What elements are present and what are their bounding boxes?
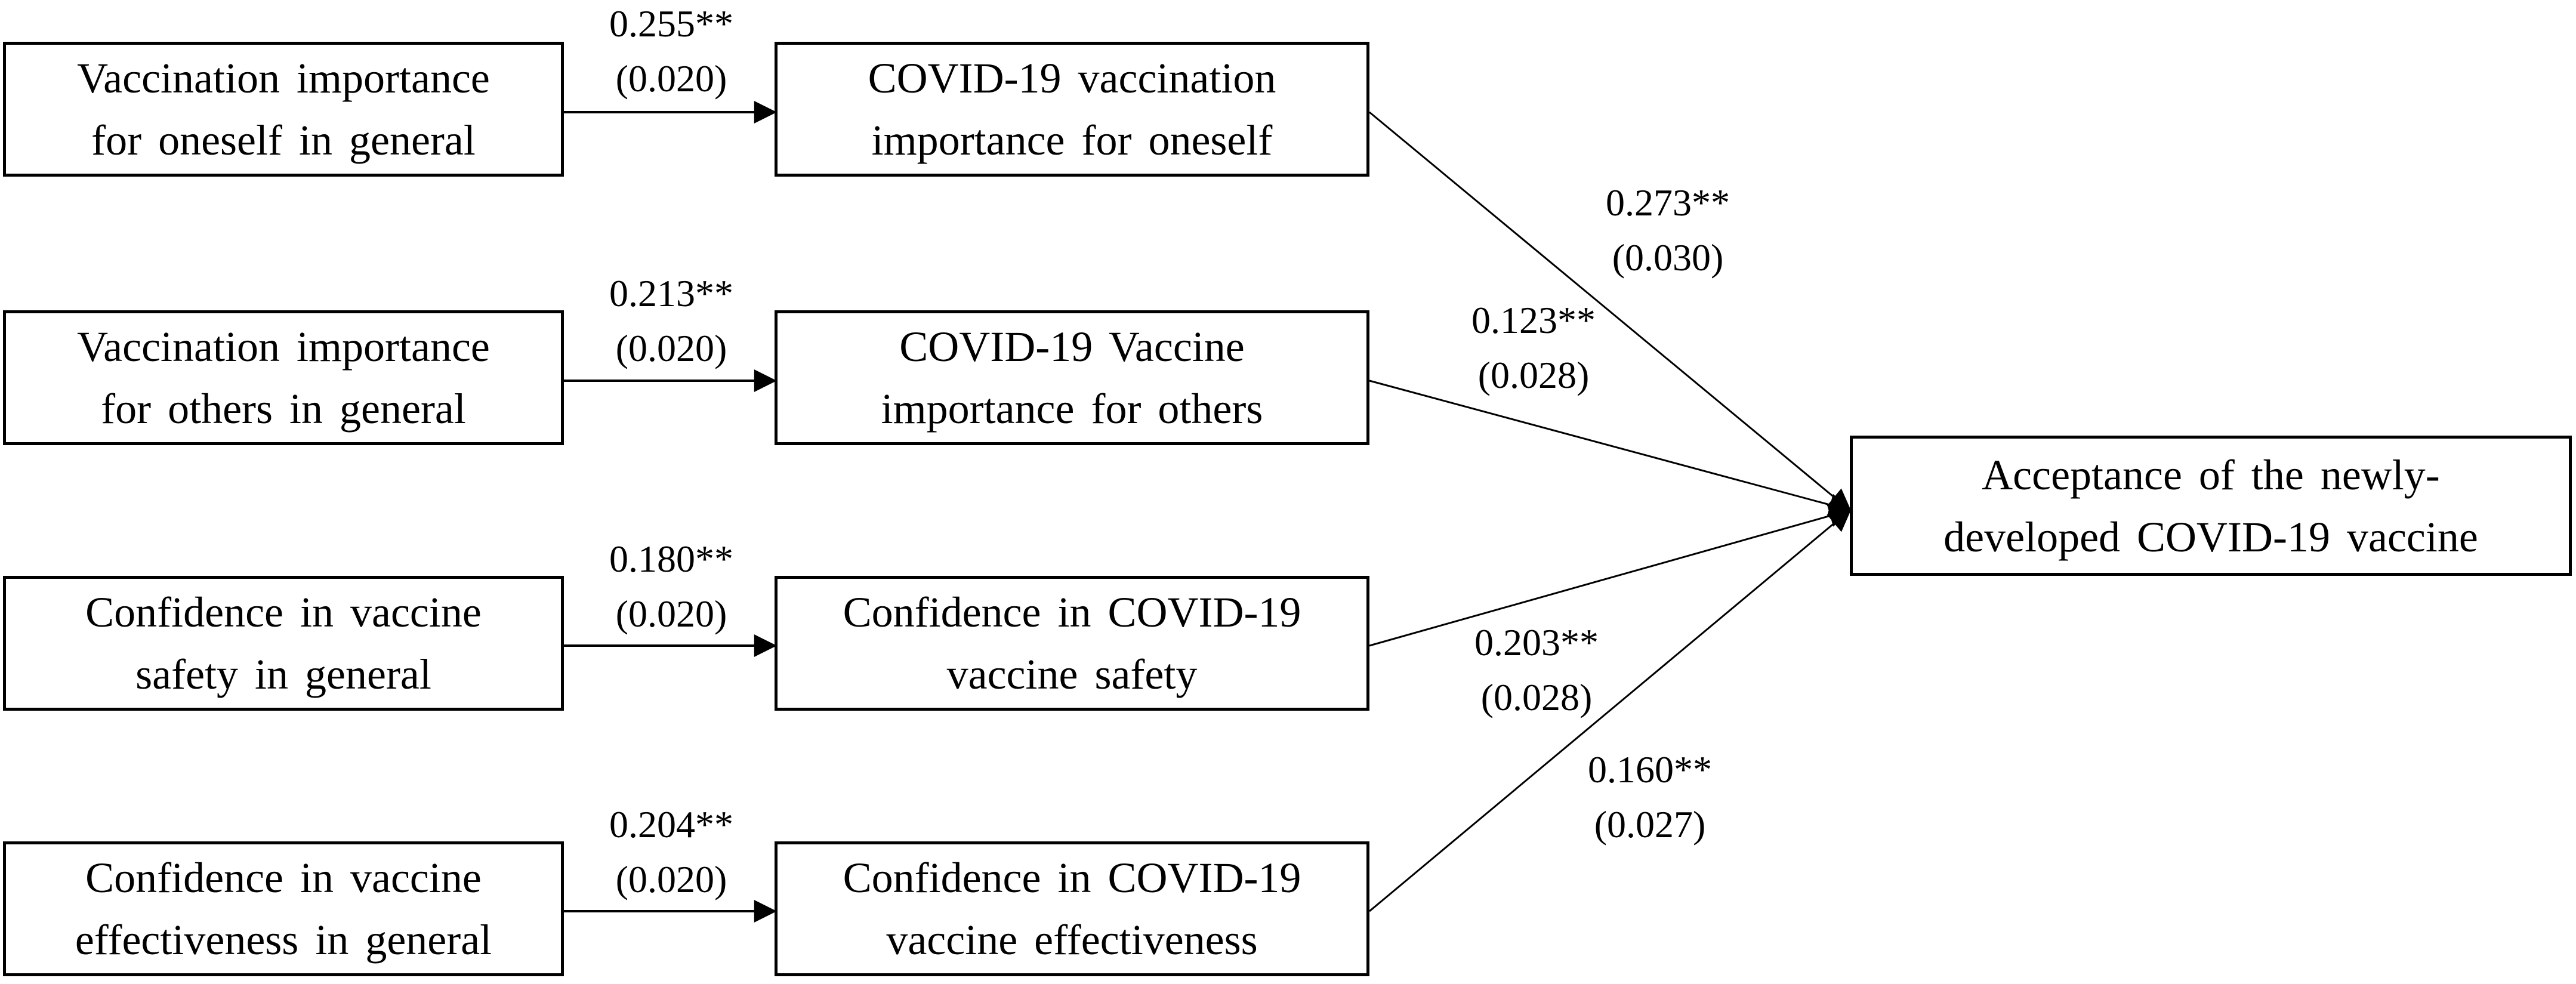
node-label: Confidence in vaccine effectiveness in g… [75,854,492,964]
node-acceptance-covid-vaccine: Acceptance of the newly- developed COVID… [1850,436,2572,576]
node-confidence-covid-safety: Confidence in COVID-19 vaccine safety [775,576,1369,711]
coef-oneself-general-to-covid: 0.255** (0.020) [591,0,752,106]
coef-value: 0.123** [1471,299,1596,341]
coef-value: 0.204** [609,803,733,846]
arrow-others-to-acceptance [1369,380,1852,516]
node-label: Vaccination importance for others in gen… [77,323,490,433]
coef-se: (0.030) [1612,236,1724,279]
node-confidence-safety-general: Confidence in vaccine safety in general [3,576,564,711]
arrow-effectiveness-to-acceptance [1369,508,1852,912]
coef-se: (0.027) [1594,803,1706,846]
node-label: Vaccination importance for oneself in ge… [77,54,490,164]
coef-value: 0.255** [609,2,733,45]
node-confidence-effectiveness-general: Confidence in vaccine effectiveness in g… [3,841,564,976]
coef-value: 0.180** [609,538,733,580]
node-covid-importance-others: COVID-19 Vaccine importance for others [775,310,1369,445]
node-label: COVID-19 Vaccine importance for others [881,323,1263,433]
coef-oneself-to-acceptance: 0.273** (0.030) [1587,175,1748,285]
node-confidence-covid-effectiveness: Confidence in COVID-19 vaccine effective… [775,841,1369,976]
coef-safety-to-acceptance: 0.203** (0.028) [1456,615,1617,725]
coef-value: 0.203** [1474,621,1599,664]
coef-se: (0.020) [615,858,727,900]
coef-others-general-to-covid: 0.213** (0.020) [591,266,752,376]
coef-se: (0.020) [615,327,727,369]
coef-effectiveness-to-acceptance: 0.160** (0.027) [1569,742,1730,852]
node-covid-importance-oneself: COVID-19 vaccination importance for ones… [775,42,1369,177]
node-label: Confidence in COVID-19 vaccine safety [843,588,1301,698]
arrow-oneself-to-acceptance [1369,111,1852,512]
node-vaccination-importance-others-general: Vaccination importance for others in gen… [3,310,564,445]
coef-se: (0.028) [1480,676,1593,718]
coef-se: (0.028) [1477,354,1590,396]
node-label: Acceptance of the newly- developed COVID… [1943,451,2478,561]
coef-safety-general-to-covid: 0.180** (0.020) [591,532,752,641]
node-label: Confidence in vaccine safety in general [85,588,482,698]
coef-se: (0.020) [615,593,727,635]
coef-others-to-acceptance: 0.123** (0.028) [1453,293,1614,403]
coef-value: 0.160** [1588,748,1712,791]
arrow-safety-to-acceptance [1369,504,1852,647]
coef-value: 0.273** [1606,181,1730,224]
node-label: COVID-19 vaccination importance for ones… [868,54,1276,164]
coef-effectiveness-general-to-covid: 0.204** (0.020) [591,797,752,907]
coef-value: 0.213** [609,272,733,314]
node-label: Confidence in COVID-19 vaccine effective… [843,854,1301,964]
coef-se: (0.020) [615,57,727,100]
node-vaccination-importance-oneself-general: Vaccination importance for oneself in ge… [3,42,564,177]
